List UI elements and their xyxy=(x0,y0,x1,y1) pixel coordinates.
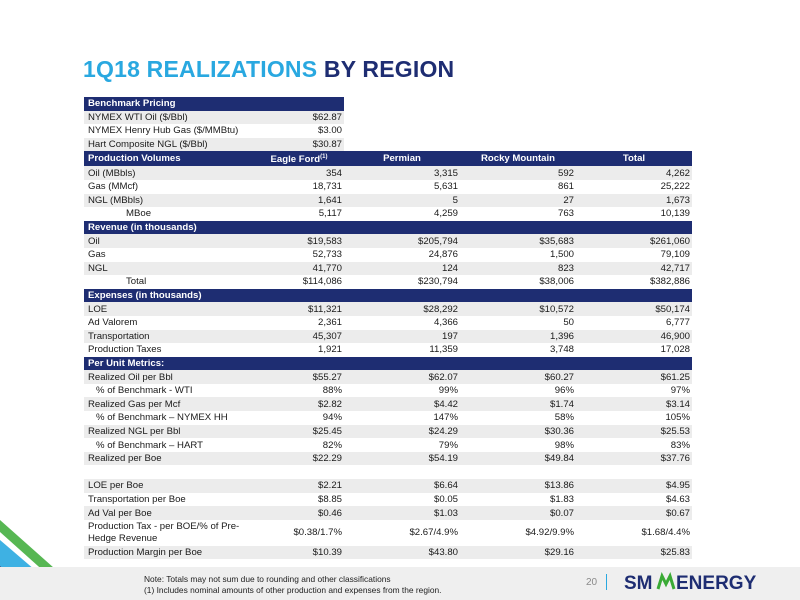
table-row: Production Margin per Boe $10.39 $43.80 $29… xyxy=(84,545,692,560)
benchmark-header-row: Benchmark Pricing xyxy=(84,97,692,111)
column-header-total: Total xyxy=(576,151,692,167)
table-row: Realized NGL per Bbl $25.45 $24.29 $30.36 $2… xyxy=(84,424,692,439)
svg-text:SM: SM xyxy=(624,573,653,594)
table-row: LOE $11,321 $28,292 $10,572 $50,174 xyxy=(84,302,692,316)
table-row: Oil (MBbls) 354 3,315 592 4,262 xyxy=(84,166,692,180)
table-row: NYMEX WTI Oil ($/Bbl) $62.87 xyxy=(84,110,692,125)
table-row: Total $114,086 $230,794 $38,006 $382,886 xyxy=(84,275,692,289)
table-row: Transportation per Boe $8.85 $0.05 $1.83 $4.… xyxy=(84,492,692,507)
column-header-rocky-mountain: Rocky Mountain xyxy=(460,151,576,167)
column-header-permian: Permian xyxy=(344,151,460,167)
table-row: Ad Valorem 2,361 4,366 50 6,777 xyxy=(84,315,692,330)
sm-energy-logo: SM ENERGY xyxy=(624,571,757,594)
expenses-header-row: Expenses (in thousands) xyxy=(84,288,692,303)
table-row: Transportation 45,307 197 1,396 46,900 xyxy=(84,329,692,344)
footnote-1: (1) Includes nominal amounts of other pr… xyxy=(144,585,442,595)
production-header-row: Production Volumes Eagle Ford(1) Permian… xyxy=(84,151,692,167)
table-row: NYMEX Henry Hub Gas ($/MMBtu) $3.00 xyxy=(84,124,692,138)
page-divider xyxy=(606,574,607,590)
per-unit-header-row: Per Unit Metrics: xyxy=(84,356,692,371)
table-row: Realized Gas per Mcf $2.82 $4.42 $1.74 $3.14 xyxy=(84,397,692,412)
table-row: % of Benchmark – HART 82% 79% 98% 83% xyxy=(84,438,692,452)
realizations-table: Benchmark Pricing NYMEX WTI Oil ($/Bbl) $… xyxy=(84,97,692,560)
table-row: Ad Val per Boe $0.46 $1.03 $0.07 $0.67 xyxy=(84,506,692,520)
page-number: 20 xyxy=(586,577,598,588)
table-row: MBoe 5,117 4,259 763 10,139 xyxy=(84,207,692,221)
table-row: % of Benchmark – NYMEX HH 94% 147% 58% 105% xyxy=(84,411,692,425)
table-row: Realized Oil per Bbl $55.27 $62.07 $60.27 $6… xyxy=(84,370,692,384)
footnotes: Note: Totals may not sum due to rounding… xyxy=(144,574,441,596)
table-row: Gas 52,733 24,876 1,500 79,109 xyxy=(84,247,692,262)
column-header-eagle-ford: Eagle Ford(1) xyxy=(254,151,344,167)
table-row: LOE per Boe $2.21 $6.64 $13.86 $4.95 xyxy=(84,479,692,493)
table-row: Oil $19,583 $205,794 $35,683 $261,060 xyxy=(84,234,692,248)
table-row: Realized per Boe $22.29 $54.19 $49.84 $37.76 xyxy=(84,451,692,466)
footnote-totals: Note: Totals may not sum due to rounding… xyxy=(144,574,391,584)
revenue-header-row: Revenue (in thousands) xyxy=(84,220,692,235)
table-row: NGL (MBbls) 1,641 5 27 1,673 xyxy=(84,193,692,208)
table-row: Gas (MMcf) 18,731 5,631 861 25,222 xyxy=(84,179,692,194)
table-row: % of Benchmark - WTI 88% 99% 96% 97% xyxy=(84,383,692,398)
table-row: Production Tax - per BOE/% of Pre-Hedge … xyxy=(84,519,692,546)
svg-text:ENERGY: ENERGY xyxy=(676,573,757,594)
table-row: NGL 41,770 124 823 42,717 xyxy=(84,261,692,276)
table-row: Hart Composite NGL ($/Bbl) $30.87 xyxy=(84,137,692,152)
spacer-row xyxy=(84,465,692,480)
table-row: Production Taxes 1,921 11,359 3,748 17,028 xyxy=(84,343,692,357)
page-title: 1Q18 REALIZATIONS BY REGION xyxy=(83,56,455,82)
